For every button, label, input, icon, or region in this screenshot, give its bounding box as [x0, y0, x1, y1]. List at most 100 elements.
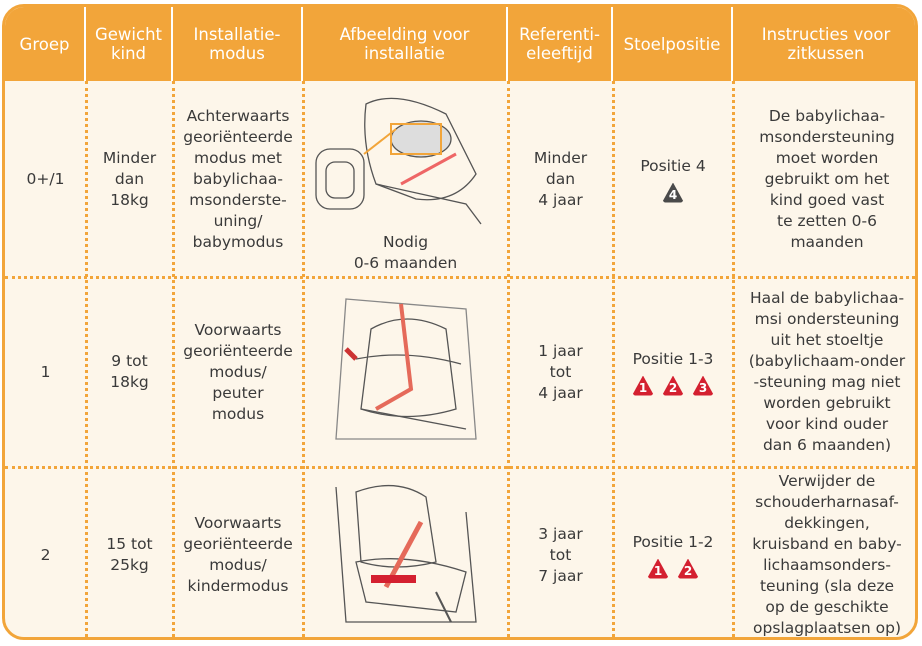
weight-line: Minder [102, 148, 157, 167]
instruction-line: maanden [790, 232, 864, 251]
instruction-line: De babylichaa- [768, 106, 886, 125]
instructions-cell: Haal de babylichaa-msi ondersteuning uit … [733, 277, 915, 467]
group-cell: 2 [5, 467, 86, 637]
seat-illustration [334, 298, 477, 440]
mode-cell: Voorwaarts georiënteerde modus/kindermodus [173, 467, 303, 637]
instruction-line: schouderharnasaf- [755, 493, 899, 511]
position-cell: Positie 1-3 1 2 3 [613, 277, 733, 467]
instruction-line: moet worden [775, 148, 879, 167]
position: Positie 1-3 [632, 349, 714, 368]
instruction-line: (babylichaam-onder [748, 352, 906, 370]
weight-line: 18kg [110, 190, 149, 209]
mode-line: Achterwaarts [186, 106, 290, 125]
instruction-line: uit het stoeltje [770, 331, 884, 349]
group: 2 [40, 545, 51, 564]
header-text: Instructies voor [761, 25, 891, 44]
header-text: Groep [19, 34, 70, 54]
image-cell [303, 467, 508, 637]
position-badge: 2 [677, 558, 699, 579]
header-cell: Stoelpositie [613, 7, 733, 81]
instruction-line: msondersteuning [759, 127, 895, 146]
age-line: tot [549, 545, 572, 564]
instruction-line: gebruikt om het [764, 169, 890, 188]
mode-line: georiënteerde [183, 535, 293, 553]
column-divider [732, 81, 735, 637]
instruction-line: teuning (sla deze [759, 577, 895, 595]
age-line: Minder [533, 148, 588, 167]
header-cell: Groep [5, 7, 86, 81]
age-line: 7 jaar [538, 566, 583, 585]
instruction-line: op de geschikte [765, 598, 889, 616]
row-divider [5, 466, 915, 469]
age-line: dan [545, 169, 576, 188]
header-cell: Instructies voor zitkussen [733, 7, 915, 81]
mode-line: peuter [212, 383, 264, 402]
mode-cell: Voorwaarts georiënteerde modus/peuter modus [173, 277, 303, 467]
installation-image [316, 472, 496, 637]
instruction-line: te zetten 0-6 [777, 211, 877, 230]
group: 1 [40, 362, 51, 381]
caption-line: 0-6 maanden [353, 254, 458, 272]
installation-image [306, 84, 506, 240]
image-cell: Nodig 0-6 maanden [303, 81, 508, 277]
header-text: Afbeelding voor [339, 25, 470, 44]
column-divider [172, 81, 175, 637]
mode-cell: Achterwaarts georiënteerde modus met babyli… [173, 81, 303, 277]
group-cell: 1 [5, 277, 86, 467]
mode-line: modus [211, 404, 265, 423]
column-divider [302, 81, 305, 637]
instruction-line: worden gebruikt [763, 394, 891, 412]
header-text: eleeftijd [526, 44, 593, 63]
instruction-line: opslagplaatsen op) [753, 619, 901, 637]
instruction-line: lichaamsonders- [763, 556, 891, 574]
instructions-cell: De babylichaa-msondersteuning moet worden… [733, 81, 915, 277]
instruction-line: kruisband en baby- [752, 535, 902, 553]
mode-line: msonderste- [189, 190, 287, 209]
instruction-line: dan 6 maanden) [762, 436, 892, 454]
age-line: tot [549, 362, 572, 381]
age-cell: 1 jaar tot 4 jaar [508, 277, 613, 467]
weight-cell: 9 tot 18kg [86, 277, 173, 467]
header-text: Stoelpositie [623, 34, 721, 54]
column-divider [85, 81, 88, 637]
instruction-line: Verwijder de [778, 472, 876, 490]
header-text: installatie [364, 44, 445, 63]
header-cell: Installatie-modus [173, 7, 303, 81]
mode-line: georiënteerde [183, 341, 293, 360]
image-cell [303, 277, 508, 467]
group: 0+/1 [26, 169, 65, 188]
weight-line: 15 tot [106, 535, 153, 553]
header-cell: Afbeelding voor installatie [303, 7, 508, 81]
table: Groep Gewicht kind Installatie-modus Afbeeld… [2, 4, 918, 640]
age-line: 4 jaar [538, 383, 583, 402]
caption-line: Nodig [382, 233, 429, 251]
mode-line: Voorwaarts [194, 320, 282, 339]
header-cell: Gewicht kind [86, 7, 173, 81]
weight-line: 18kg [110, 373, 149, 391]
position-badge: 3 [692, 375, 714, 396]
header-text: Installatie- [193, 25, 281, 44]
mode-line: babylichaa- [193, 169, 283, 188]
seat-illustration [314, 97, 482, 225]
weight-cell: Minder dan 18kg [86, 81, 173, 277]
mode-line: kindermodus [187, 577, 289, 595]
weight-line: dan [114, 169, 145, 188]
position: Positie 4 [640, 156, 706, 175]
header-cell: Referenti-eleeftijd [508, 7, 613, 81]
row-divider [5, 276, 915, 279]
group-cell: 0+/1 [5, 81, 86, 277]
header-text: modus [209, 44, 265, 63]
column-divider [507, 81, 510, 637]
age-line: 3 jaar [538, 524, 583, 543]
mode-line: babymodus [192, 232, 284, 251]
badges: 4 [662, 182, 684, 203]
instruction-line: msi ondersteuning [754, 310, 900, 328]
instruction-line: Haal de babylichaa- [749, 289, 905, 307]
weight-line: 25kg [110, 556, 149, 574]
installation-image [316, 289, 496, 455]
instruction-line: kind goed vast [769, 190, 885, 209]
mode-line: modus met [194, 148, 282, 167]
header-text: kind [110, 44, 147, 63]
